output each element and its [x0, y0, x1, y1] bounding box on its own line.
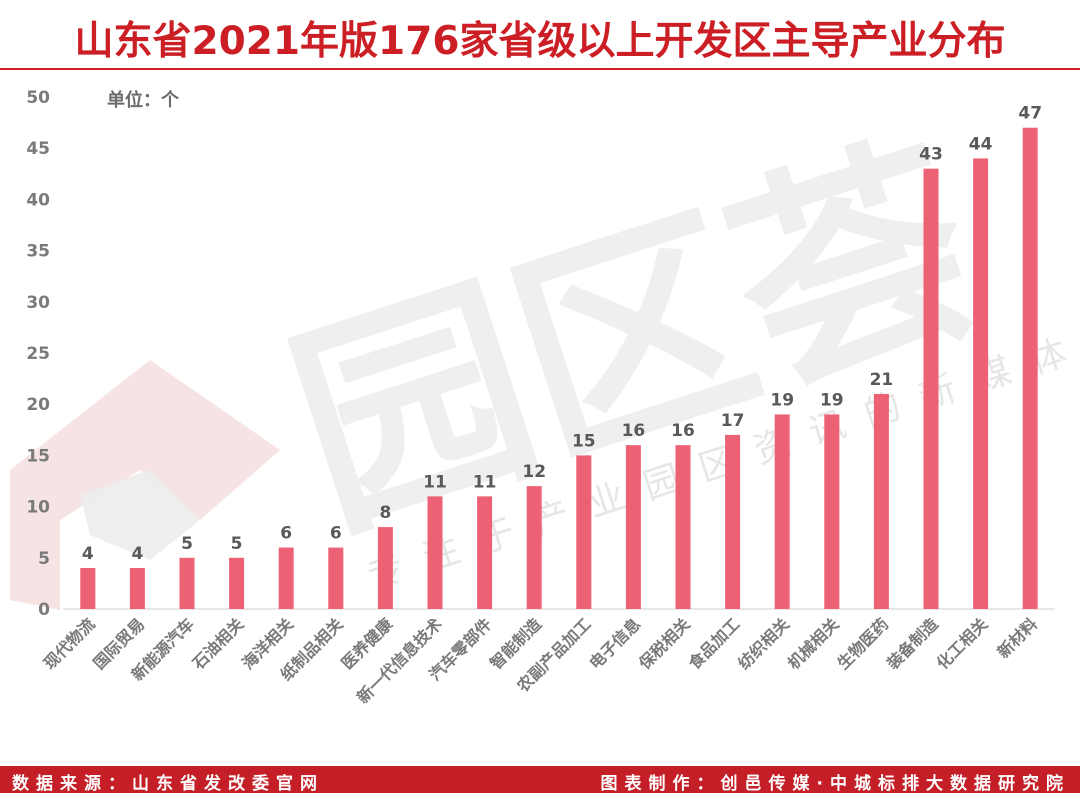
bar — [477, 496, 493, 609]
data-label: 19 — [820, 390, 844, 410]
chart-title: 山东省2021年版176家省级以上开发区主导产业分布 — [74, 19, 1006, 64]
data-label: 19 — [770, 390, 794, 410]
bar — [526, 486, 542, 609]
data-label: 11 — [423, 472, 447, 492]
title-divider — [0, 68, 1080, 70]
bar — [725, 434, 741, 609]
x-tick-label: 新材料 — [994, 614, 1041, 661]
data-label: 6 — [330, 524, 342, 544]
x-tick-label: 现代物流 — [40, 614, 99, 673]
data-label: 43 — [919, 145, 943, 165]
data-label: 6 — [280, 524, 292, 544]
bar — [824, 414, 840, 609]
x-tick-label: 食品加工 — [684, 614, 743, 673]
x-tick-label: 纺织相关 — [734, 614, 793, 673]
y-tick-label: 30 — [26, 293, 50, 313]
bar — [1022, 127, 1038, 609]
bar — [278, 547, 294, 609]
footer-bar: 数据来源：山东省发改委官网 图表制作：创邑传媒·中城标排大数据研究院 — [0, 766, 1080, 794]
bar — [923, 168, 939, 609]
data-label: 5 — [231, 534, 243, 554]
data-source-text: 数据来源：山东省发改委官网 — [12, 774, 324, 794]
data-label: 16 — [622, 421, 646, 441]
bar — [427, 496, 443, 609]
y-tick-label: 40 — [26, 190, 50, 210]
data-label: 15 — [572, 431, 596, 451]
watermark-logo-shape — [10, 360, 280, 610]
y-tick-label: 25 — [26, 344, 50, 364]
y-tick-label: 5 — [38, 549, 50, 569]
x-tick-label: 新一代信息技术 — [353, 614, 446, 707]
x-tick-label: 装备制造 — [882, 614, 942, 674]
y-tick-label: 0 — [38, 600, 50, 620]
unit-label: 单位：个 — [107, 90, 179, 111]
data-label: 5 — [181, 534, 193, 554]
x-tick-label: 电子信息 — [586, 614, 645, 673]
y-tick-label: 15 — [26, 446, 50, 466]
bar — [675, 445, 691, 609]
data-label: 4 — [131, 544, 143, 564]
bar — [229, 557, 245, 609]
bar — [179, 557, 195, 609]
bar — [576, 455, 592, 609]
data-label: 12 — [522, 462, 546, 482]
chart-maker-text: 图表制作：创邑传媒·中城标排大数据研究院 — [600, 774, 1070, 794]
bar — [80, 568, 96, 609]
data-label: 11 — [473, 472, 497, 492]
x-tick-label: 生物医药 — [834, 614, 893, 673]
bar — [774, 414, 790, 609]
x-tick-label: 石油相关 — [188, 614, 247, 673]
y-tick-label: 35 — [26, 242, 50, 262]
data-label: 44 — [969, 134, 993, 154]
y-tick-label: 20 — [26, 395, 50, 415]
bar — [625, 445, 641, 609]
x-tick-label: 化工相关 — [933, 614, 992, 673]
y-tick-label: 45 — [26, 139, 50, 159]
x-tick-label: 机械相关 — [784, 614, 843, 673]
data-label: 8 — [379, 503, 391, 523]
watermark-logo-facet — [80, 470, 200, 560]
data-label: 21 — [870, 370, 894, 390]
bar — [129, 568, 145, 609]
data-label: 47 — [1018, 104, 1042, 124]
x-tick-label: 保税相关 — [634, 614, 693, 673]
bar — [973, 158, 989, 609]
data-label: 4 — [82, 544, 94, 564]
data-label: 16 — [671, 421, 695, 441]
bar — [328, 547, 344, 609]
data-label: 17 — [721, 411, 745, 431]
bar — [377, 527, 393, 609]
y-tick-label: 10 — [26, 498, 50, 518]
bar — [873, 393, 889, 609]
y-tick-label: 50 — [26, 88, 50, 108]
